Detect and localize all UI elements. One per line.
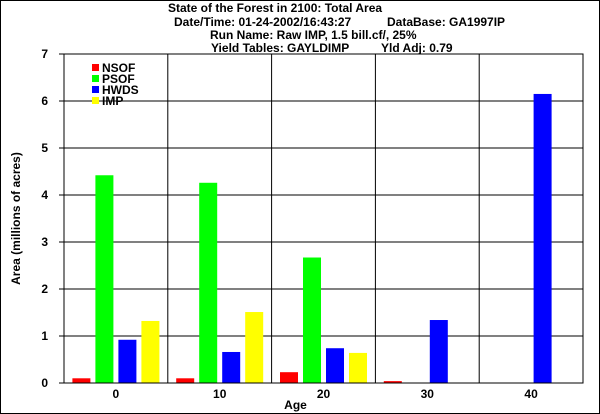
- plot-border: [63, 53, 584, 384]
- bar-nsof-20: [280, 372, 298, 383]
- legend-label-nsof: NSOF: [102, 61, 135, 75]
- bar-hwds-0: [118, 339, 137, 383]
- database-label: DataBase: GA1997IP: [387, 15, 506, 29]
- y-tick-label: 5: [41, 141, 48, 155]
- y-tick-label: 6: [41, 94, 48, 108]
- yld-adj-label: Yld Adj: 0.79: [381, 41, 453, 55]
- y-axis-ticks: 0 1 2 3 4 5 6 7: [41, 47, 64, 390]
- x-axis-ticks: 0 10 20 30 40: [113, 387, 539, 401]
- run-name-label: Run Name: Raw IMP, 1.5 bill.cf/, 25%: [210, 28, 417, 42]
- x-tick-label: 40: [524, 387, 538, 401]
- bar-psof-10: [199, 182, 218, 383]
- bar-imp-0: [141, 320, 160, 383]
- y-tick-label: 7: [41, 47, 48, 61]
- legend-label-psof: PSOF: [102, 72, 135, 86]
- y-tick-label: 4: [41, 188, 48, 202]
- legend-label-hwds: HWDS: [102, 83, 139, 97]
- legend-swatch-imp: [92, 97, 99, 104]
- bars-group: [72, 93, 552, 383]
- y-tick-label: 0: [41, 376, 48, 390]
- bar-nsof-0: [72, 378, 91, 383]
- bar-nsof-10: [176, 378, 195, 383]
- bar-psof-0: [95, 175, 114, 383]
- x-axis-label: Age: [284, 398, 307, 412]
- y-tick-label: 3: [41, 235, 48, 249]
- bar-hwds-30: [429, 320, 448, 383]
- bar-imp-20: [349, 352, 367, 383]
- y-tick-label: 1: [41, 329, 48, 343]
- x-tick-label: 30: [421, 387, 435, 401]
- x-tick-label: 20: [317, 387, 331, 401]
- bar-psof-20: [303, 257, 321, 383]
- bar-hwds-40: [533, 93, 552, 383]
- datetime-label: Date/Time: 01-24-2002/16:43:27: [174, 15, 352, 29]
- legend-swatch-nsof: [92, 64, 99, 71]
- x-tick-label: 10: [213, 387, 227, 401]
- legend-label-imp: IMP: [102, 94, 123, 108]
- bar-nsof-30: [383, 381, 402, 383]
- chart-header: State of the Forest in 2100: Total Area …: [0, 0, 600, 56]
- bar-hwds-20: [326, 348, 344, 383]
- bar-hwds-10: [222, 351, 241, 383]
- y-tick-label: 2: [41, 282, 48, 296]
- bar-imp-10: [245, 312, 264, 383]
- x-tick-label: 0: [113, 387, 120, 401]
- y-axis-label: Area (millions of acres): [9, 152, 23, 285]
- legend-swatch-hwds: [92, 86, 99, 93]
- yield-tables-label: Yield Tables: GAYLDIMP: [211, 41, 350, 55]
- legend-swatch-psof: [92, 75, 99, 82]
- chart-title: State of the Forest in 2100: Total Area: [168, 1, 383, 15]
